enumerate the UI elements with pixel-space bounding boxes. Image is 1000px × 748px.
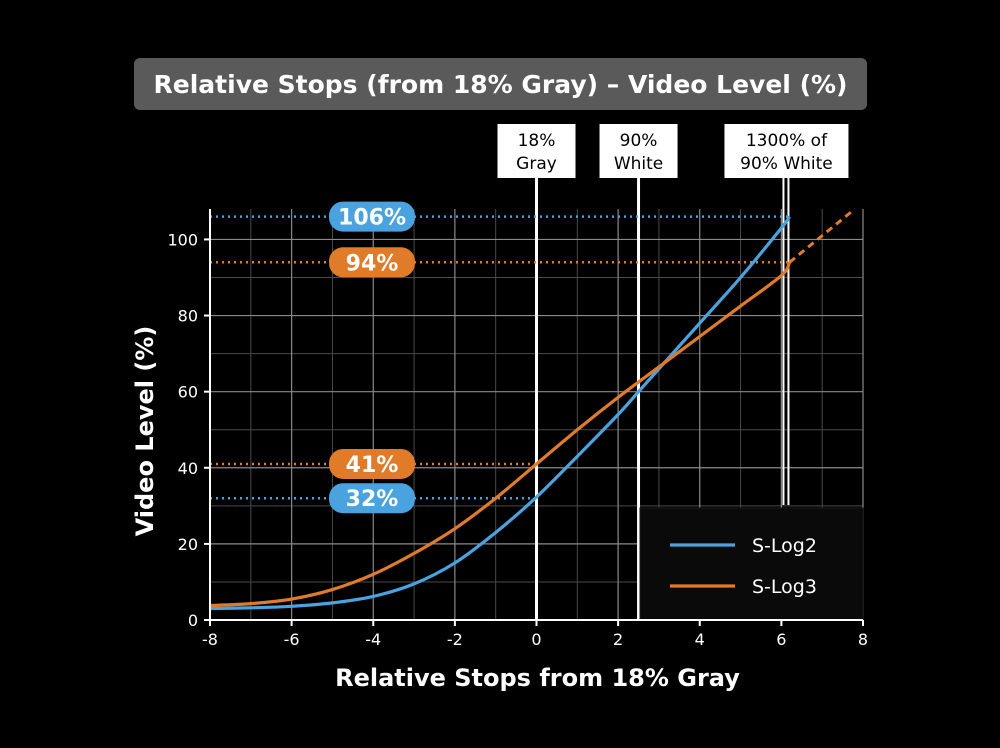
x-axis-title: Relative Stops from 18% Gray [335,664,740,692]
series-line-s-log3 [209,261,791,608]
legend-box [639,507,864,621]
callout-pill [329,483,415,514]
reference-label-line2: 90% White [740,154,833,174]
reference-label-box [599,124,678,178]
legend-label: S-Log2 [752,535,817,557]
y-tick-label: 20 [178,535,198,554]
x-tick-label: -4 [365,630,381,649]
callout-pill [329,201,415,232]
callout-pills: 106% 94% 41% 32% [329,201,415,514]
x-tick-label: 8 [858,630,868,649]
callout-pill [329,448,415,479]
x-tick-label: 4 [695,630,705,649]
x-tick-label: 2 [613,630,623,649]
callout-pill-label: 41% [346,453,399,478]
callout-pill-label: 94% [346,251,399,276]
y-tick-label: 60 [178,383,198,402]
y-axis-title: Video Level (%) [131,326,159,537]
callout-pill-label: 106% [338,206,406,231]
legend: S-Log2 S-Log3 [639,507,864,621]
reference-labels: 18% Gray 90% White 1300% of 90% White [497,124,849,178]
reference-label-line1: 90% [620,131,658,151]
x-tick-label: -8 [202,630,218,649]
legend-label: S-Log3 [752,576,817,598]
callout-pill [329,247,415,278]
chart-title: Relative Stops (from 18% Gray) – Video L… [134,58,867,110]
reference-label-line2: White [614,154,663,174]
y-tick-label: 100 [167,230,198,249]
reference-label-box [497,124,576,178]
x-tick-label: -2 [447,630,463,649]
series-line-s-log2 [209,215,791,611]
reference-label-line2: Gray [516,154,557,174]
reference-label-line1: 1300% of [746,131,828,151]
y-tick-label: 40 [178,459,198,478]
y-tick-label: 80 [178,307,198,326]
x-tick-label: 6 [776,630,786,649]
y-tick-label: 0 [188,611,198,630]
callout-pill-label: 32% [346,487,399,512]
x-tick-label: -6 [284,630,300,649]
x-tick-label: 0 [531,630,541,649]
series-layer [209,207,856,611]
reference-lines [535,178,790,620]
series-extension-s-log3 [788,207,856,264]
reference-label-box [724,124,849,178]
reference-label-line1: 18% [518,131,556,151]
